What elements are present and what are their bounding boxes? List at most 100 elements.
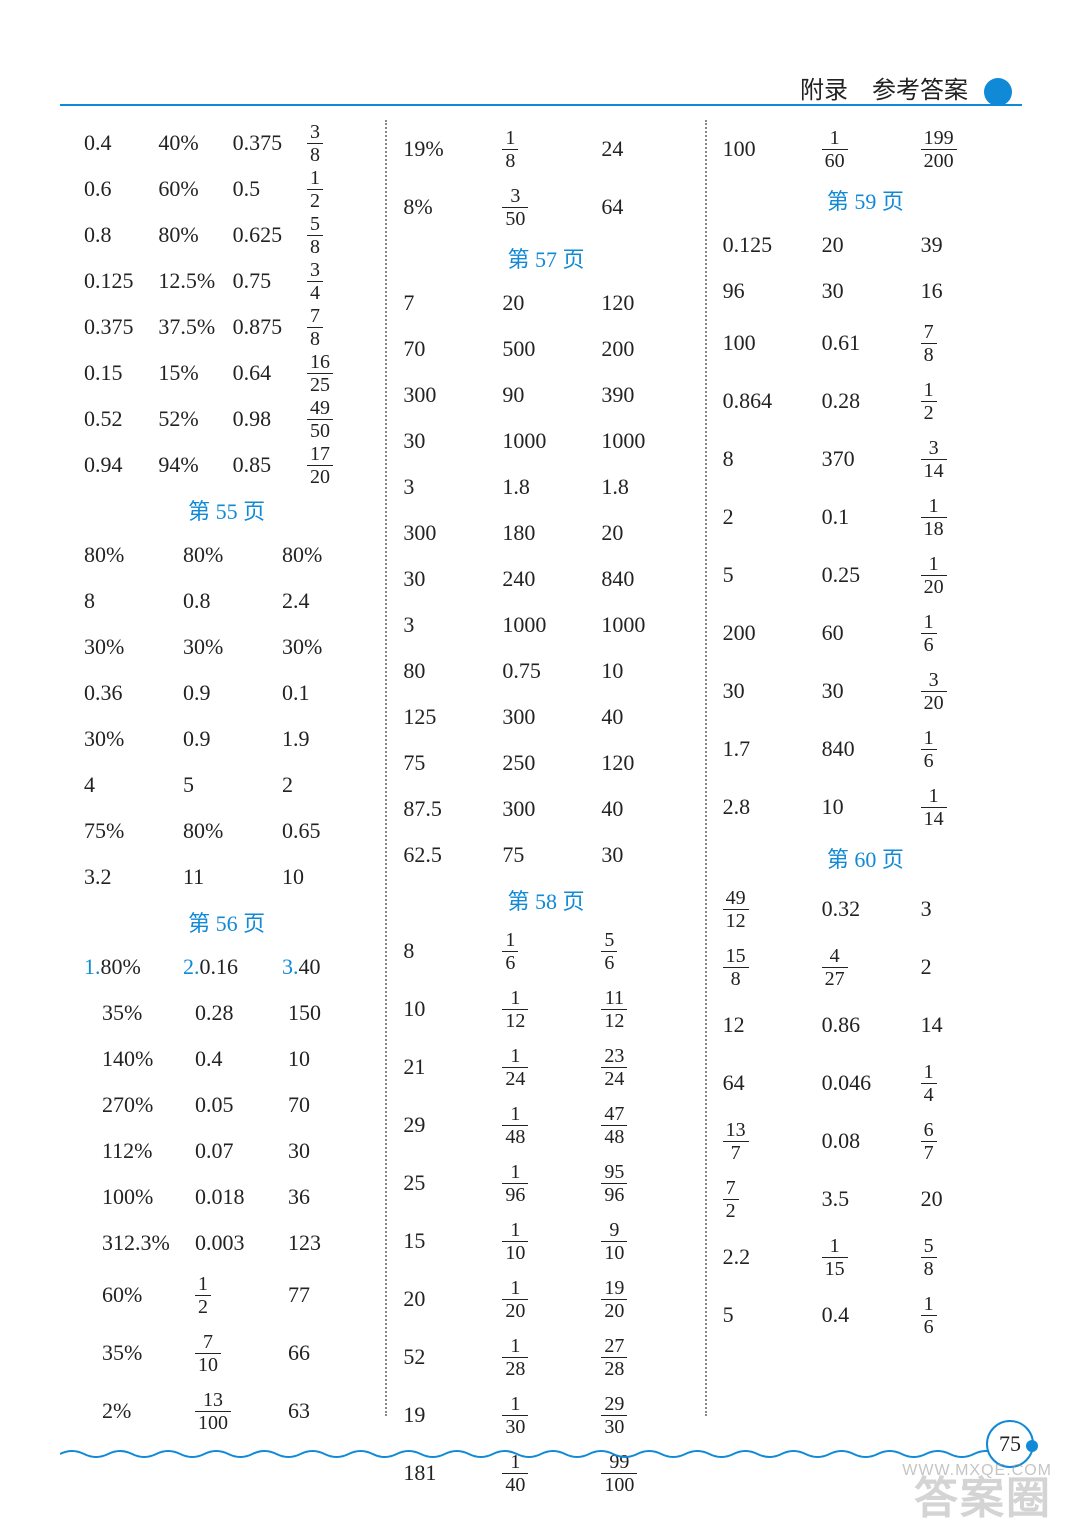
answer-cell: 0.003: [189, 1230, 282, 1256]
answer-cell: 1.8: [496, 474, 595, 500]
answer-cell: 300: [397, 382, 496, 408]
answer-cell: 2.4: [276, 588, 375, 614]
answer-cell: 130: [496, 1394, 595, 1437]
answer-cell: 12: [301, 168, 375, 211]
answer-cell: 120: [496, 1278, 595, 1321]
answer-cell: 80%: [177, 818, 276, 844]
answer-cell: 40: [595, 704, 694, 730]
answer-cell: 30%: [78, 634, 177, 660]
answer-cell: 11: [177, 864, 276, 890]
answer-row: 211242324: [397, 1038, 694, 1096]
answer-row: 312.3%0.003123: [78, 1220, 375, 1266]
answer-cell: 40: [595, 796, 694, 822]
answer-cell: 63: [282, 1398, 375, 1424]
answer-row: 270%0.0570: [78, 1082, 375, 1128]
answer-cell: 710: [189, 1332, 282, 1375]
answer-cell: 2: [276, 772, 375, 798]
footer-wave: [60, 1440, 1022, 1452]
answer-cell: 312.3%: [96, 1230, 189, 1256]
answer-row: 0.440%0.37538: [78, 120, 375, 166]
answer-row: 35%71066: [78, 1324, 375, 1382]
answer-cell: 7: [397, 290, 496, 316]
answer-cell: 124: [496, 1046, 595, 1089]
answer-cell: 200: [717, 620, 816, 646]
answer-row: 2%1310063: [78, 1382, 375, 1440]
answer-row: 62.57530: [397, 832, 694, 878]
answer-row: 3.21110: [78, 854, 375, 900]
answer-cell: 70: [282, 1092, 375, 1118]
answer-cell: 0.8: [177, 588, 276, 614]
answer-cell: 12: [189, 1274, 282, 1317]
answer-cell: 5: [717, 1302, 816, 1328]
answer-cell: 0.28: [189, 1000, 282, 1026]
answer-cell: 0.07: [189, 1138, 282, 1164]
section-page-label: 第 57 页: [397, 236, 694, 280]
answer-row: 80%80%80%: [78, 532, 375, 578]
answer-cell: 0.36: [78, 680, 177, 706]
answer-column: 0.440%0.375380.660%0.5120.880%0.625580.1…: [70, 120, 383, 1416]
answer-cell: 2.8: [717, 794, 816, 820]
answer-cell: 0.05: [189, 1092, 282, 1118]
answer-cell: 0.375: [78, 314, 152, 340]
answer-cell: 16: [915, 728, 1014, 771]
answer-cell: 0.875: [227, 314, 301, 340]
answer-cell: 0.32: [816, 896, 915, 922]
answer-cell: 1.9: [276, 726, 375, 752]
answer-cell: 66: [282, 1340, 375, 1366]
answer-cell: 2930: [595, 1394, 694, 1437]
answer-cell: 14: [915, 1012, 1014, 1038]
answer-cell: 100%: [96, 1184, 189, 1210]
answer-cell: 100: [717, 136, 816, 162]
answer-cell: 1000: [496, 612, 595, 638]
answer-cell: 0.25: [816, 562, 915, 588]
answer-cell: 18: [496, 128, 595, 171]
answer-cell: 78: [301, 306, 375, 349]
answer-row: 12530040: [397, 694, 694, 740]
answer-cell: 0.9: [177, 726, 276, 752]
answer-row: 0.37537.5%0.87578: [78, 304, 375, 350]
answer-cell: 19: [397, 1402, 496, 1428]
answer-cell: 0.61: [816, 330, 915, 356]
answer-cell: 3: [397, 474, 496, 500]
answer-cell: 87.5: [397, 796, 496, 822]
answer-cell: 30: [816, 678, 915, 704]
answer-row: 8370314: [717, 430, 1014, 488]
answer-cell: 3.40: [276, 954, 375, 980]
answer-row: 75250120: [397, 740, 694, 786]
answer-cell: 13100: [189, 1390, 282, 1433]
answer-cell: 64: [595, 194, 694, 220]
answer-cell: 80%: [152, 222, 226, 248]
answer-row: 0.880%0.62558: [78, 212, 375, 258]
answer-cell: 390: [595, 382, 694, 408]
answer-cell: 80%: [276, 542, 375, 568]
answer-cell: 56: [595, 930, 694, 973]
answer-cell: 52%: [152, 406, 226, 432]
answer-cell: 2.0.16: [177, 954, 276, 980]
answer-row: 2.810114: [717, 778, 1014, 836]
answer-row: 2006016: [717, 604, 1014, 662]
answer-row: 75%80%0.65: [78, 808, 375, 854]
answer-row: 49120.323: [717, 880, 1014, 938]
header-dot-icon: [984, 78, 1012, 106]
answer-cell: 181: [397, 1460, 496, 1486]
answer-cell: 0.75: [496, 658, 595, 684]
answer-cell: 16: [915, 612, 1014, 655]
answer-cell: 2324: [595, 1046, 694, 1089]
answer-cell: 150: [282, 1000, 375, 1026]
answer-cell: 0.08: [816, 1128, 915, 1154]
answer-row: 1.784016: [717, 720, 1014, 778]
answer-cell: 67: [915, 1120, 1014, 1163]
answer-cell: 110: [496, 1220, 595, 1263]
answer-cell: 72: [717, 1178, 816, 1221]
header-title: 附录 参考答案: [800, 78, 968, 104]
answer-row: 0.9494%0.851720: [78, 442, 375, 488]
answer-cell: 16: [915, 278, 1014, 304]
answer-cell: 0.85: [227, 452, 301, 478]
answer-cell: 1112: [595, 988, 694, 1031]
answer-row: 723.520: [717, 1170, 1014, 1228]
answer-row: 60%1277: [78, 1266, 375, 1324]
answer-cell: 0.046: [816, 1070, 915, 1096]
answer-cell: 94%: [152, 452, 226, 478]
column-divider: [385, 120, 387, 1416]
answer-cell: 10: [282, 1046, 375, 1072]
